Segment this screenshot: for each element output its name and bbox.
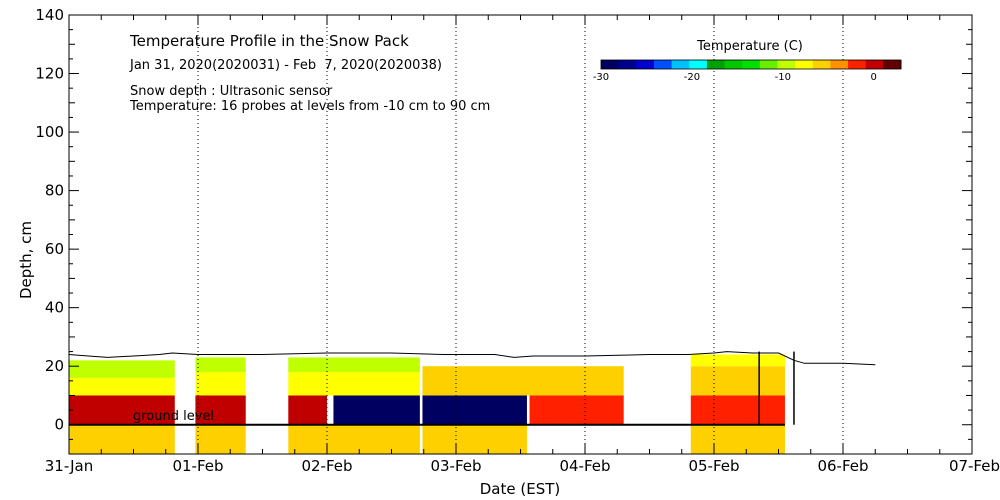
note-snow-depth: Snow depth : Ultrasonic sensor (130, 84, 333, 99)
temperature-block (195, 357, 246, 373)
y-tick-label: 20 (45, 357, 64, 375)
axis-ticks: 31-Jan 01-Feb 02-Feb 03-Feb 04-Feb 05-Feb 06-F… (35, 6, 1000, 475)
colorbar-swatch (671, 60, 690, 69)
y-tick-label: 0 (54, 416, 64, 434)
temperature-block (288, 395, 327, 425)
x-tick-label: 05-Feb (688, 457, 739, 475)
temperature-block (69, 395, 175, 425)
colorbar-swatch (759, 60, 778, 69)
colorbar-swatch (795, 60, 814, 69)
colorbar-tick-label: -10 (775, 72, 791, 83)
temperature-block (690, 424, 785, 454)
y-tick-label: 140 (35, 6, 64, 24)
colorbar-title: Temperature (C) (696, 39, 803, 54)
temperature-block (422, 424, 527, 454)
temperature-block (195, 395, 246, 425)
temperature-block (690, 395, 785, 425)
chart-subtitle: Jan 31, 2020(2020031) - Feb 7, 2020(2020… (129, 58, 442, 73)
plot-content (68, 351, 876, 454)
y-tick-label: 80 (45, 182, 64, 200)
colorbar-swatch (865, 60, 884, 69)
temperature-block (195, 424, 246, 454)
temperature-block (288, 357, 420, 373)
colorbar-swatch (812, 60, 831, 69)
colorbar-swatch (848, 60, 867, 69)
temperature-block (333, 395, 420, 425)
temperature-block (529, 395, 624, 425)
colorbar-swatch (601, 60, 620, 69)
x-axis-label: Date (EST) (480, 480, 561, 498)
x-tick-label: 06-Feb (817, 457, 868, 475)
colorbar-swatch (636, 60, 655, 69)
y-tick-label: 40 (45, 299, 64, 317)
temperature-block (422, 366, 624, 396)
colorbar-swatch (883, 60, 902, 69)
colorbar-swatch (777, 60, 796, 69)
y-tick-label: 60 (45, 240, 64, 258)
colorbar: -30 -20 -10 0 (593, 59, 902, 83)
temperature-block (195, 372, 246, 396)
colorbar-tick-label: 0 (871, 72, 877, 83)
y-tick-label: 120 (35, 65, 64, 83)
colorbar-swatch (742, 60, 761, 69)
colorbar-swatch (618, 60, 637, 69)
colorbar-tick-label: -20 (684, 72, 700, 83)
x-tick-label: 07-Feb (949, 457, 1000, 475)
temperature-block (422, 395, 527, 425)
chart-title: Temperature Profile in the Snow Pack (129, 32, 409, 50)
colorbar-tick-label: -30 (593, 72, 609, 83)
colorbar-swatch (653, 60, 673, 69)
y-axis-label: Depth, cm (17, 221, 35, 299)
temperature-block (69, 377, 175, 396)
y-tick-label: 100 (35, 123, 64, 141)
x-tick-label: 04-Feb (559, 457, 610, 475)
temperature-block (69, 360, 175, 378)
note-temperature: Temperature: 16 probes at levels from -1… (129, 99, 490, 114)
x-tick-label: 02-Feb (301, 457, 352, 475)
temperature-block (690, 366, 785, 396)
snow-depth-line (68, 351, 876, 366)
colorbar-frame (600, 59, 902, 70)
x-tick-label: 03-Feb (430, 457, 481, 475)
x-tick-label: 31-Jan (45, 457, 93, 475)
colorbar-swatch (706, 60, 726, 69)
x-tick-label: 01-Feb (172, 457, 223, 475)
colorbar-swatch (830, 60, 849, 69)
colorbar-swatch (689, 60, 708, 69)
temperature-block (69, 424, 175, 454)
temperature-block (288, 372, 420, 396)
ground-level-label: ground level (133, 409, 214, 424)
temperature-block (288, 424, 420, 454)
colorbar-swatch (724, 60, 743, 69)
temperature-block (690, 354, 785, 367)
